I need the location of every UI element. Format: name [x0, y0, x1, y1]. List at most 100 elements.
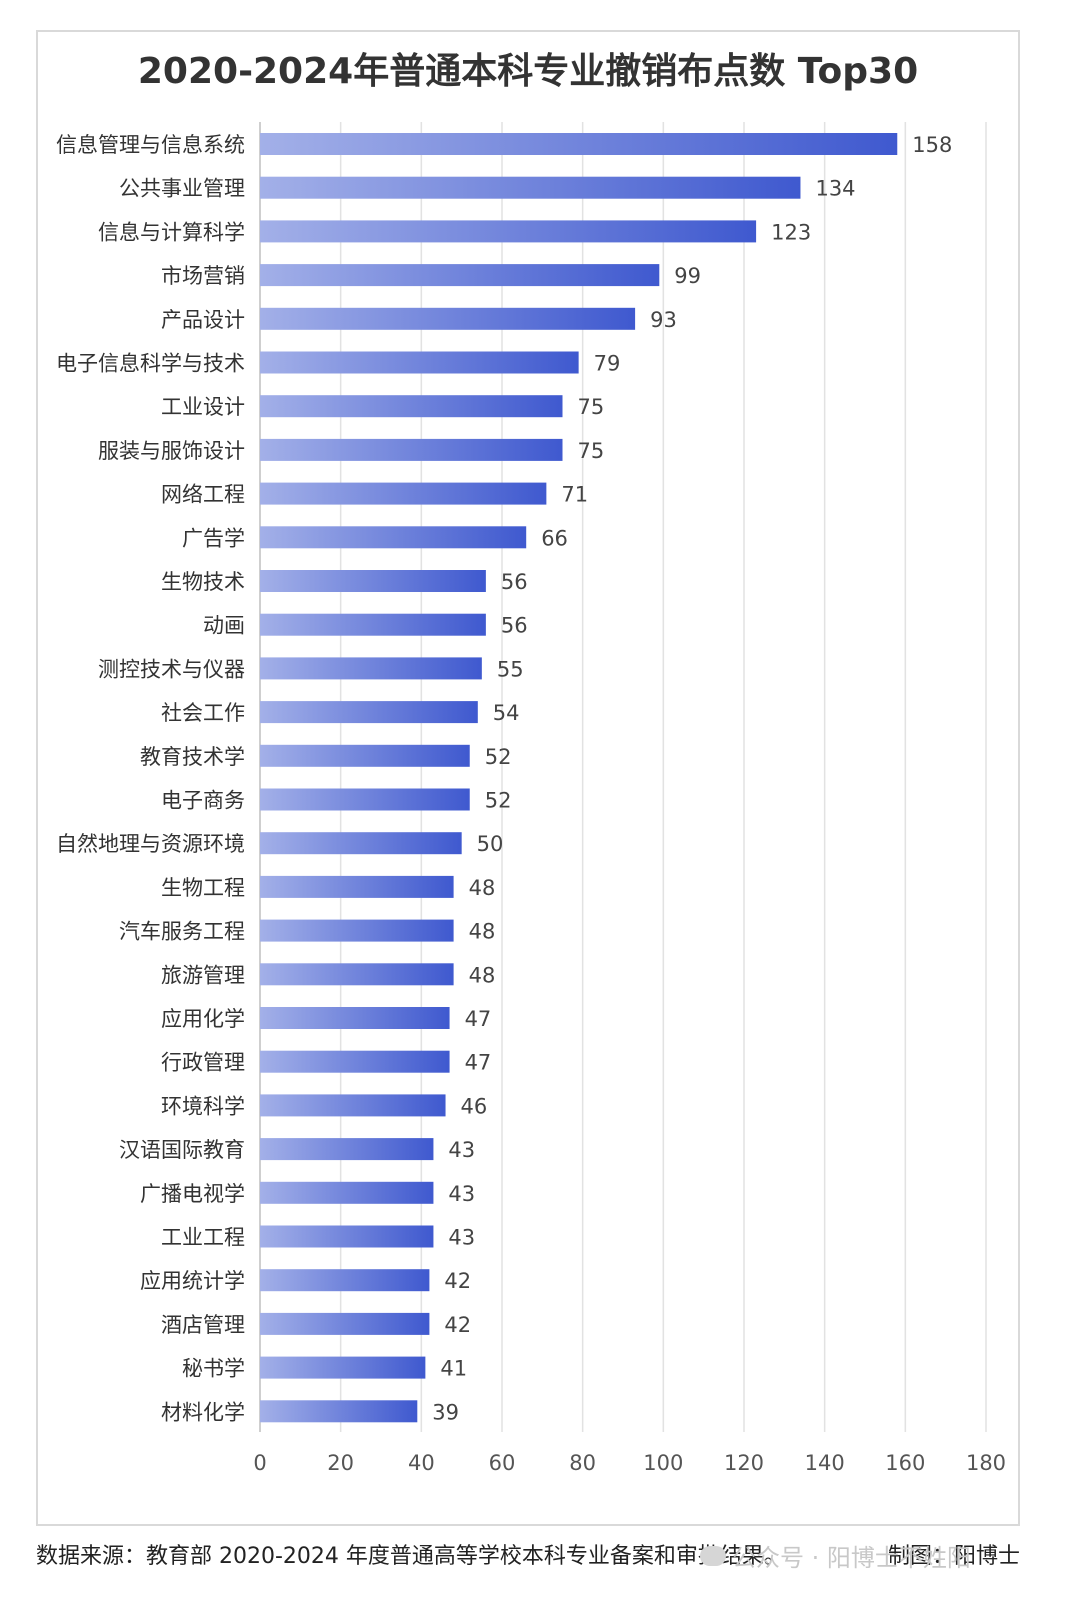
category-label: 秘书学 [182, 1357, 245, 1381]
wechat-icon [700, 1545, 726, 1566]
bar [260, 832, 462, 855]
x-tick-label: 40 [408, 1451, 435, 1475]
bar [260, 1094, 446, 1117]
category-label: 网络工程 [161, 483, 245, 507]
watermark: 公众号 · 阳博士不姓阳 [700, 1538, 971, 1573]
data-label: 79 [594, 352, 621, 376]
x-tick-label: 0 [253, 1451, 266, 1475]
category-label: 电子商务 [161, 789, 245, 813]
x-tick-label: 20 [327, 1451, 354, 1475]
data-label: 48 [469, 876, 496, 900]
category-label: 酒店管理 [161, 1313, 245, 1337]
bar [260, 1356, 426, 1379]
data-label: 56 [501, 614, 528, 638]
data-label: 46 [461, 1094, 488, 1118]
data-label: 123 [771, 220, 811, 244]
category-label: 服装与服饰设计 [98, 439, 245, 463]
bar [260, 744, 470, 767]
bar [260, 176, 801, 199]
bar [260, 788, 470, 811]
bar [260, 657, 482, 680]
category-label: 生物工程 [161, 876, 245, 900]
x-tick-label: 140 [805, 1451, 845, 1475]
category-label: 教育技术学 [140, 745, 245, 769]
category-label: 汽车服务工程 [119, 920, 245, 944]
category-label: 公共事业管理 [119, 177, 245, 201]
data-label: 48 [469, 963, 496, 987]
bar [260, 963, 454, 986]
data-label: 43 [448, 1138, 475, 1162]
data-label: 55 [497, 657, 524, 681]
x-tick-label: 180 [966, 1451, 1006, 1475]
bar [260, 438, 563, 461]
category-label: 信息与计算科学 [98, 220, 245, 244]
x-tick-label: 120 [724, 1451, 764, 1475]
category-label: 环境科学 [161, 1094, 245, 1118]
data-label: 41 [440, 1357, 467, 1381]
data-label: 52 [485, 745, 512, 769]
bar [260, 220, 757, 243]
category-label: 动画 [203, 614, 245, 638]
data-label: 43 [448, 1226, 475, 1250]
bar [260, 482, 547, 505]
footer: 数据来源：教育部 2020-2024 年度普通高等学校本科专业备案和审批结果。 … [36, 1538, 1020, 1578]
category-label: 信息管理与信息系统 [56, 133, 245, 157]
bar [260, 264, 660, 287]
bar [260, 526, 527, 549]
bar [260, 570, 486, 592]
data-label: 66 [541, 526, 568, 550]
x-tick-label: 100 [643, 1451, 683, 1475]
data-label: 93 [650, 308, 677, 332]
bar-chart: 信息管理与信息系统 158 公共事业管理 134 信息与计算科学 123 市场营销 99 产品设… [56, 122, 1006, 1475]
category-label: 市场营销 [161, 264, 245, 288]
data-label: 39 [432, 1400, 459, 1424]
bar [260, 875, 454, 898]
bar [260, 133, 898, 155]
data-label: 43 [448, 1182, 475, 1206]
category-label: 广播电视学 [140, 1182, 245, 1206]
chart-credit: 制图：阳博士 [887, 1544, 1020, 1569]
data-label: 134 [815, 177, 855, 201]
data-label: 47 [465, 1007, 492, 1031]
chart-title: 2020-2024年普通本科专业撤销布点数 Top30 [137, 51, 919, 92]
data-label: 75 [578, 439, 605, 463]
category-label: 工业设计 [161, 395, 245, 419]
watermark-text: 公众号 · 阳博士不姓阳 [732, 1544, 971, 1572]
bar [260, 919, 454, 942]
category-label: 汉语国际教育 [119, 1138, 245, 1162]
bar [260, 701, 478, 724]
bar [260, 351, 579, 374]
data-label: 54 [493, 701, 520, 725]
bar [260, 1225, 434, 1248]
data-label: 56 [501, 570, 528, 594]
bar [260, 1007, 450, 1029]
data-label: 42 [444, 1269, 471, 1293]
category-label: 应用统计学 [140, 1269, 245, 1293]
x-tick-label: 160 [885, 1451, 925, 1475]
x-tick-label: 60 [489, 1451, 516, 1475]
category-label: 生物技术 [161, 570, 245, 594]
data-label: 42 [444, 1313, 471, 1337]
data-label: 75 [578, 395, 605, 419]
category-label: 测控技术与仪器 [98, 657, 245, 681]
bar [260, 1269, 430, 1292]
category-label: 应用化学 [161, 1007, 245, 1031]
data-label: 50 [477, 832, 504, 856]
bar [260, 307, 636, 330]
bar [260, 395, 563, 418]
bar [260, 1138, 434, 1161]
data-label: 71 [561, 483, 588, 507]
bar [260, 1312, 430, 1335]
data-source-note: 数据来源：教育部 2020-2024 年度普通高等学校本科专业备案和审批结果。 [36, 1544, 786, 1569]
bar [260, 1181, 434, 1204]
category-label: 电子信息科学与技术 [56, 352, 245, 376]
x-tick-label: 80 [569, 1451, 596, 1475]
category-label: 行政管理 [161, 1051, 245, 1075]
category-label: 旅游管理 [161, 963, 245, 987]
category-label: 工业工程 [161, 1226, 245, 1250]
data-label: 99 [674, 264, 701, 288]
data-label: 52 [485, 789, 512, 813]
category-label: 材料化学 [161, 1400, 245, 1424]
category-label: 社会工作 [161, 701, 245, 725]
category-label: 产品设计 [161, 308, 245, 332]
